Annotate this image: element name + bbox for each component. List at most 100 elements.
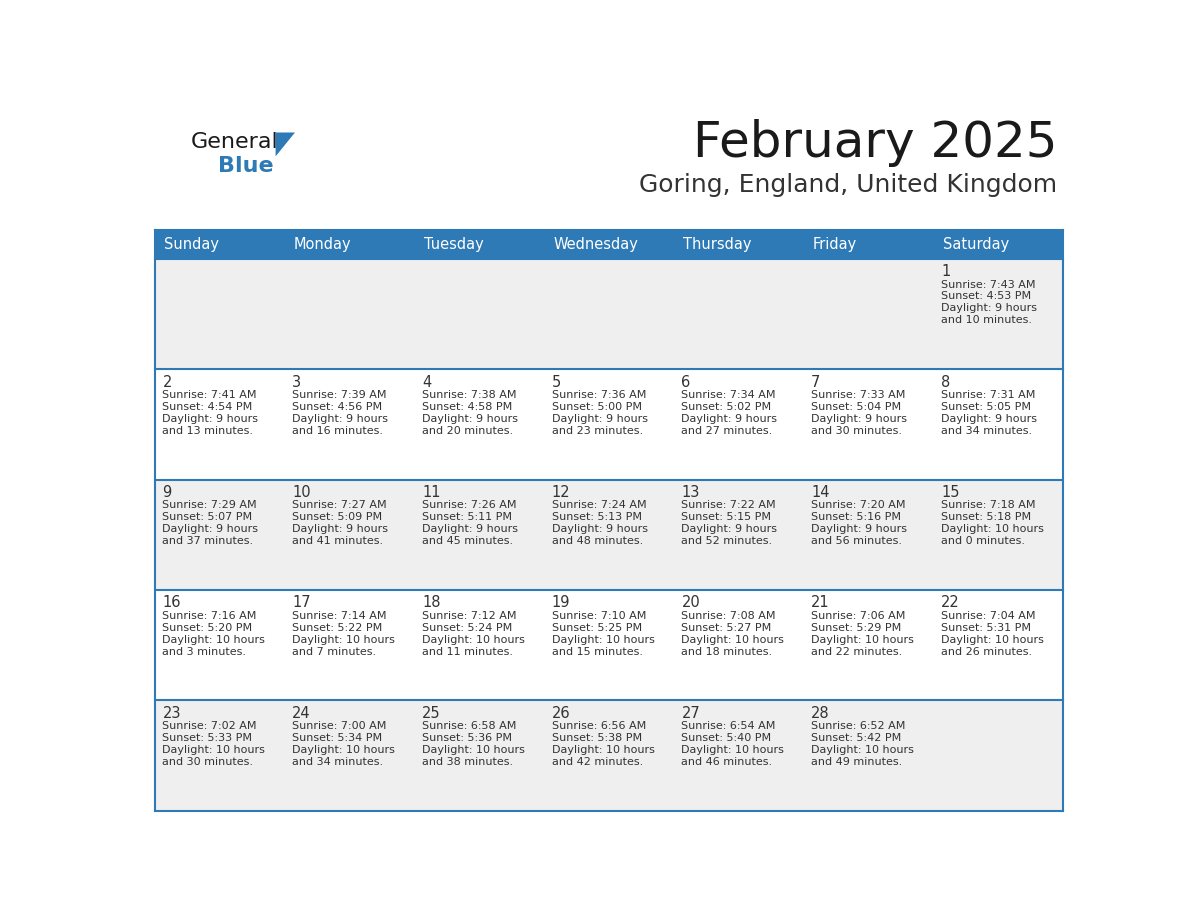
Text: 19: 19 (551, 596, 570, 610)
Bar (674, 590, 803, 700)
Text: Sunrise: 7:18 AM: Sunrise: 7:18 AM (941, 500, 1036, 510)
Text: Sunset: 5:04 PM: Sunset: 5:04 PM (811, 402, 902, 412)
Bar (934, 590, 1063, 700)
Text: 7: 7 (811, 375, 821, 389)
Bar (284, 230, 415, 259)
Text: Daylight: 9 hours: Daylight: 9 hours (163, 414, 259, 424)
Text: Sunset: 5:24 PM: Sunset: 5:24 PM (422, 622, 512, 633)
Text: 12: 12 (551, 485, 570, 500)
Bar (284, 590, 415, 700)
Text: Saturday: Saturday (942, 237, 1009, 252)
Text: Sunrise: 7:10 AM: Sunrise: 7:10 AM (551, 610, 646, 621)
Text: and 11 minutes.: and 11 minutes. (422, 646, 513, 656)
Text: Sunset: 5:34 PM: Sunset: 5:34 PM (292, 733, 383, 744)
Text: 6: 6 (682, 375, 690, 389)
Text: Sunrise: 7:41 AM: Sunrise: 7:41 AM (163, 390, 257, 400)
Text: Sunset: 5:20 PM: Sunset: 5:20 PM (163, 622, 253, 633)
Bar (154, 700, 284, 811)
Text: 15: 15 (941, 485, 960, 500)
Text: Sunrise: 7:00 AM: Sunrise: 7:00 AM (292, 722, 386, 732)
Bar (803, 479, 934, 590)
Bar (154, 369, 284, 479)
Text: and 13 minutes.: and 13 minutes. (163, 426, 253, 436)
Text: Sunrise: 7:12 AM: Sunrise: 7:12 AM (422, 610, 517, 621)
Bar (934, 259, 1063, 369)
Text: 13: 13 (682, 485, 700, 500)
Text: Sunset: 5:36 PM: Sunset: 5:36 PM (422, 733, 512, 744)
Text: and 30 minutes.: and 30 minutes. (163, 757, 253, 767)
Bar (154, 590, 284, 700)
Text: and 23 minutes.: and 23 minutes. (551, 426, 643, 436)
Text: Sunset: 5:33 PM: Sunset: 5:33 PM (163, 733, 252, 744)
Text: 4: 4 (422, 375, 431, 389)
Text: 8: 8 (941, 375, 950, 389)
Text: Daylight: 10 hours: Daylight: 10 hours (551, 745, 655, 756)
Text: 22: 22 (941, 596, 960, 610)
Text: 14: 14 (811, 485, 829, 500)
Text: Sunrise: 7:26 AM: Sunrise: 7:26 AM (422, 500, 517, 510)
Text: and 7 minutes.: and 7 minutes. (292, 646, 377, 656)
Bar (934, 479, 1063, 590)
Text: Sunrise: 7:38 AM: Sunrise: 7:38 AM (422, 390, 517, 400)
Bar (934, 700, 1063, 811)
Text: 25: 25 (422, 706, 441, 721)
Text: Sunrise: 6:56 AM: Sunrise: 6:56 AM (551, 722, 646, 732)
Text: and 26 minutes.: and 26 minutes. (941, 646, 1032, 656)
Bar (154, 479, 284, 590)
Text: Sunset: 5:07 PM: Sunset: 5:07 PM (163, 512, 253, 522)
Text: Daylight: 9 hours: Daylight: 9 hours (682, 524, 777, 534)
Text: 3: 3 (292, 375, 302, 389)
Text: Daylight: 10 hours: Daylight: 10 hours (682, 745, 784, 756)
Text: 27: 27 (682, 706, 700, 721)
Text: Sunset: 4:53 PM: Sunset: 4:53 PM (941, 292, 1031, 301)
Text: Daylight: 9 hours: Daylight: 9 hours (682, 414, 777, 424)
Text: Daylight: 9 hours: Daylight: 9 hours (422, 414, 518, 424)
Text: February 2025: February 2025 (693, 119, 1057, 167)
Text: Sunset: 5:38 PM: Sunset: 5:38 PM (551, 733, 642, 744)
Text: Wednesday: Wednesday (554, 237, 638, 252)
Text: and 20 minutes.: and 20 minutes. (422, 426, 513, 436)
Bar (284, 369, 415, 479)
Text: 21: 21 (811, 596, 830, 610)
Text: Sunrise: 7:31 AM: Sunrise: 7:31 AM (941, 390, 1036, 400)
Text: Daylight: 9 hours: Daylight: 9 hours (811, 414, 908, 424)
Bar (544, 369, 674, 479)
Text: and 45 minutes.: and 45 minutes. (422, 536, 513, 546)
Text: Daylight: 10 hours: Daylight: 10 hours (163, 634, 265, 644)
Text: and 10 minutes.: and 10 minutes. (941, 316, 1032, 325)
Text: and 34 minutes.: and 34 minutes. (292, 757, 384, 767)
Text: 2: 2 (163, 375, 172, 389)
Text: Daylight: 10 hours: Daylight: 10 hours (551, 634, 655, 644)
Text: and 30 minutes.: and 30 minutes. (811, 426, 902, 436)
Text: and 56 minutes.: and 56 minutes. (811, 536, 902, 546)
Text: Sunrise: 7:39 AM: Sunrise: 7:39 AM (292, 390, 387, 400)
Text: Sunrise: 7:04 AM: Sunrise: 7:04 AM (941, 610, 1036, 621)
Text: Sunrise: 6:54 AM: Sunrise: 6:54 AM (682, 722, 776, 732)
Text: Sunrise: 7:24 AM: Sunrise: 7:24 AM (551, 500, 646, 510)
Text: Thursday: Thursday (683, 237, 752, 252)
Bar (674, 230, 803, 259)
Bar (674, 479, 803, 590)
Text: Sunrise: 7:20 AM: Sunrise: 7:20 AM (811, 500, 905, 510)
Text: 1: 1 (941, 264, 950, 279)
Text: and 3 minutes.: and 3 minutes. (163, 646, 246, 656)
Text: Blue: Blue (219, 156, 274, 176)
Bar (803, 369, 934, 479)
Bar (415, 369, 544, 479)
Text: Monday: Monday (293, 237, 352, 252)
Bar (544, 230, 674, 259)
Bar (674, 700, 803, 811)
Text: Daylight: 10 hours: Daylight: 10 hours (292, 634, 396, 644)
Text: Daylight: 10 hours: Daylight: 10 hours (422, 745, 525, 756)
Bar (154, 259, 284, 369)
Bar (284, 700, 415, 811)
Bar (674, 369, 803, 479)
Text: Sunset: 5:31 PM: Sunset: 5:31 PM (941, 622, 1031, 633)
Text: Daylight: 10 hours: Daylight: 10 hours (811, 634, 914, 644)
Text: Sunrise: 7:43 AM: Sunrise: 7:43 AM (941, 280, 1036, 289)
Text: Sunrise: 7:36 AM: Sunrise: 7:36 AM (551, 390, 646, 400)
Text: Sunset: 5:40 PM: Sunset: 5:40 PM (682, 733, 771, 744)
Text: Tuesday: Tuesday (423, 237, 484, 252)
Bar (415, 259, 544, 369)
Bar (803, 590, 934, 700)
